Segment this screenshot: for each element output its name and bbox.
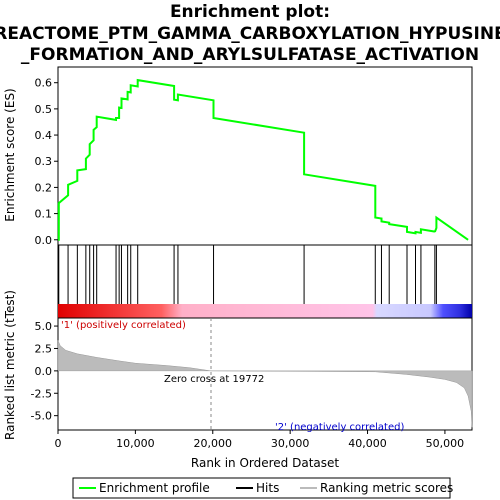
- chart-title-line3: _FORMATION_AND_ARYLSULFATASE_ACTIVATION: [21, 45, 479, 65]
- legend-metric-label: Ranking metric scores: [320, 481, 453, 495]
- x-tick-label: 20,000: [194, 437, 233, 450]
- rank-color-bar: [58, 304, 472, 318]
- es-y-tick-label: 0.1: [35, 208, 53, 221]
- x-tick-label: 50,000: [426, 437, 465, 450]
- x-tick-label: 0: [55, 437, 62, 450]
- es-y-axis-label: Enrichment score (ES): [3, 88, 17, 221]
- es-y-tick-label: 0.4: [35, 129, 53, 142]
- metric-y-tick-label: 5.0: [35, 320, 53, 333]
- chart-title-line1: Enrichment plot:: [170, 2, 330, 22]
- metric-y-tick-label: 2.5: [35, 342, 53, 355]
- es-y-tick-label: 0.0: [35, 234, 53, 247]
- es-y-tick-label: 0.6: [35, 77, 53, 90]
- legend-enrichment-label: Enrichment profile: [99, 481, 210, 495]
- es-y-tick-label: 0.5: [35, 103, 53, 116]
- positive-correlation-label: '1' (positively correlated): [61, 320, 186, 331]
- negative-correlation-label: '2' (negatively correlated): [275, 422, 404, 433]
- metric-y-tick-label: 0.0: [35, 365, 53, 378]
- zero-cross-label: Zero cross at 19772: [164, 374, 264, 385]
- metric-y-axis-label: Ranked list metric (tTest): [3, 290, 17, 440]
- es-y-tick-label: 0.2: [35, 181, 53, 194]
- es-y-tick-label: 0.3: [35, 155, 53, 168]
- es-panel-frame: [58, 67, 472, 245]
- x-tick-label: 30,000: [271, 437, 310, 450]
- metric-y-tick-label: -2.5: [31, 387, 52, 400]
- legend-hits-label: Hits: [256, 481, 279, 495]
- metric-y-tick-label: -5.0: [31, 410, 52, 423]
- x-tick-label: 40,000: [348, 437, 387, 450]
- x-axis-label: Rank in Ordered Dataset: [191, 456, 339, 470]
- es-panel-ticks: 0.0 0.1 0.2 0.3 0.4 0.5 0.6: [35, 77, 59, 247]
- chart-title-line2: REACTOME_PTM_GAMMA_CARBOXYLATION_HYPUSIN…: [0, 24, 500, 44]
- x-tick-label: 10,000: [116, 437, 155, 450]
